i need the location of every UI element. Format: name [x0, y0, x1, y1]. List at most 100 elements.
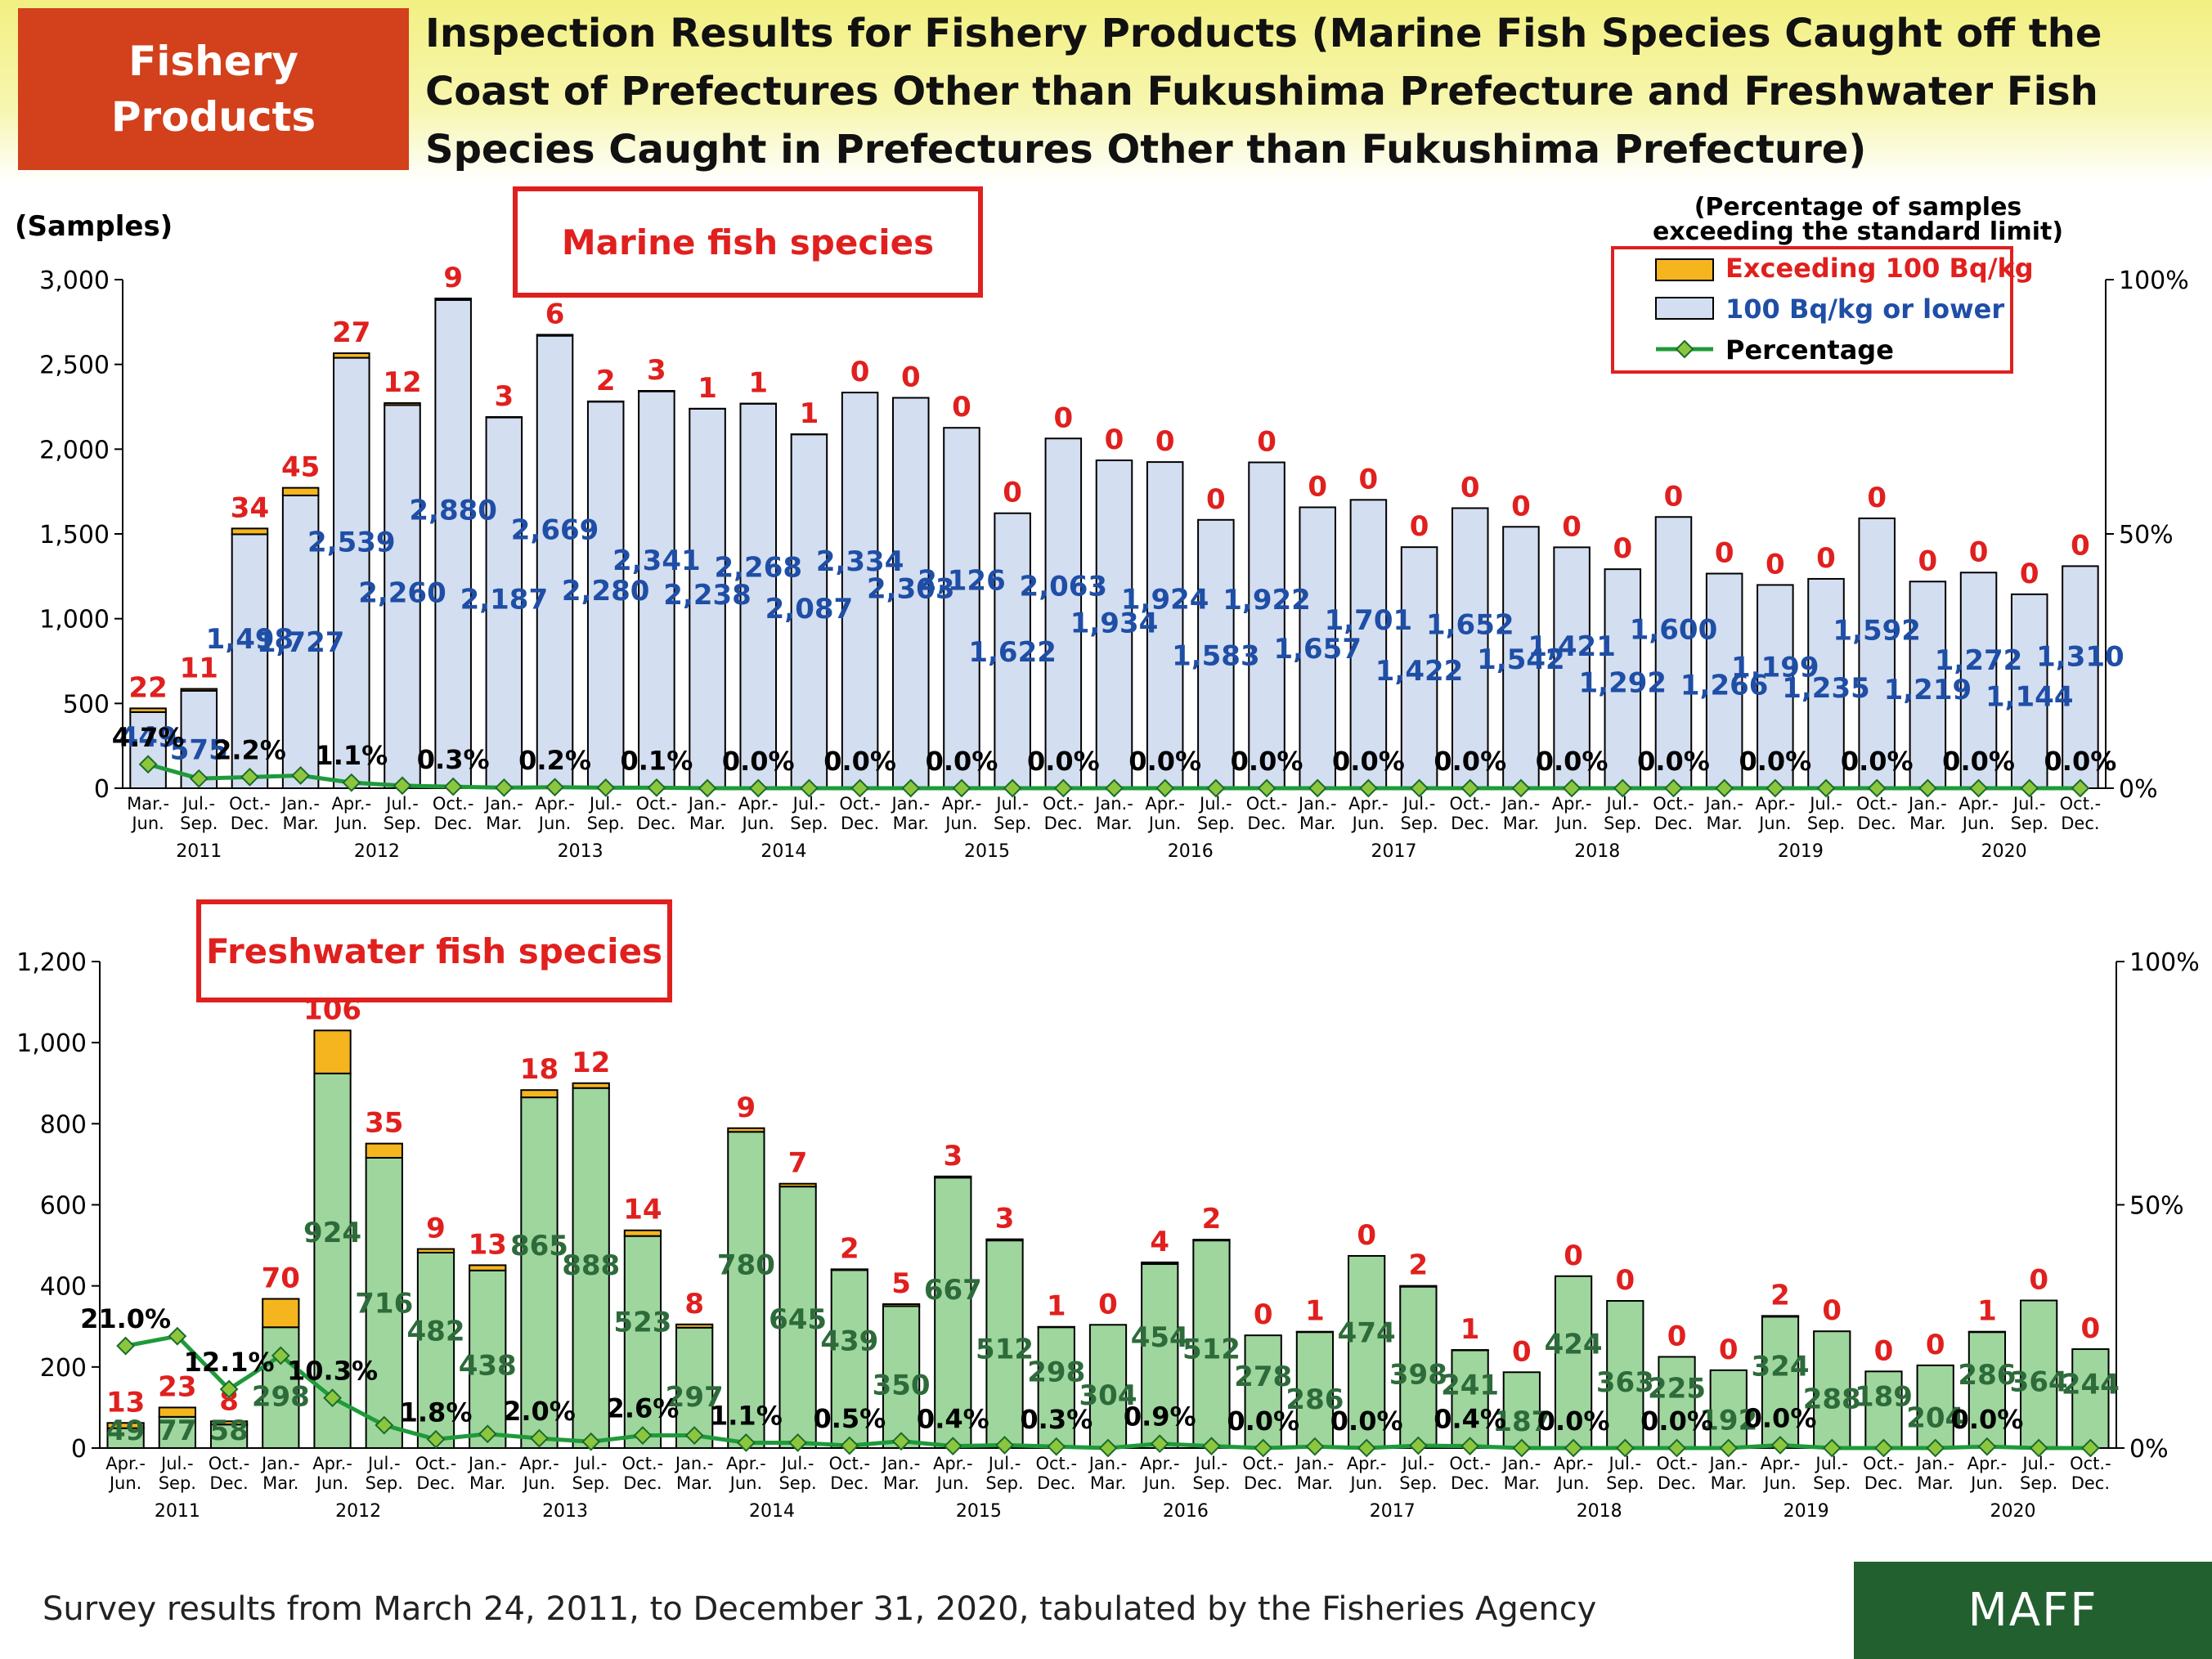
bar-below-limit	[365, 1156, 403, 1449]
x-tick-label: Jul.-	[2021, 1454, 2055, 1473]
percentage-marker	[1460, 1437, 1480, 1456]
exceeding-label: 0	[1562, 510, 1582, 543]
percentage-marker	[800, 778, 819, 798]
year-label: 2019	[1778, 841, 1824, 862]
x-tick-label: Apr.-	[1347, 1454, 1387, 1473]
exceeding-label: 0	[1053, 401, 1073, 434]
percentage-marker	[1664, 778, 1683, 798]
x-tick-label: Jan.-	[483, 794, 523, 814]
percentage-marker	[1715, 778, 1734, 798]
below-limit-label: 2,341	[612, 545, 701, 577]
below-limit-label: 2,669	[511, 514, 599, 547]
below-limit-label: 2,539	[307, 526, 396, 558]
below-limit-label: 523	[613, 1306, 671, 1338]
exceeding-label: 6	[545, 298, 565, 330]
x-tick-label: Sep.	[1813, 1473, 1851, 1493]
x-tick-label: Oct.-	[1449, 1454, 1491, 1473]
x-tick-label: Dec.	[1244, 1473, 1282, 1493]
exceeding-label: 1	[1977, 1295, 1997, 1328]
percentage-label: 10.3%	[287, 1356, 378, 1387]
x-tick-label: Apr.-	[1140, 1454, 1180, 1473]
below-limit-label: 1,498	[206, 623, 294, 656]
x-tick-label: Apr.-	[1967, 1454, 2008, 1473]
exceeding-label: 1	[698, 372, 717, 405]
below-limit-label: 298	[1027, 1356, 1085, 1389]
percentage-marker	[1918, 778, 1937, 798]
percentage-marker	[850, 778, 870, 798]
y-tick-label: 1,500	[39, 521, 110, 549]
exceeding-label: 0	[1257, 426, 1276, 459]
x-tick-label: Jan.-	[1703, 794, 1743, 814]
page-title: Inspection Results for Fishery Products …	[425, 11, 2102, 173]
exceeding-label: 0	[1003, 477, 1022, 509]
percentage-label: 1.8%	[400, 1397, 473, 1428]
percentage-label: 2.6%	[607, 1393, 680, 1424]
percentage-label: 0.0%	[823, 746, 896, 777]
y2-tick-label: 50%	[2129, 1192, 2184, 1221]
x-tick-label: Dec.	[1247, 814, 1285, 833]
x-tick-label: Dec.	[1451, 814, 1489, 833]
x-tick-label: Oct.-	[1043, 794, 1084, 814]
x-tick-label: Mar.	[689, 814, 725, 833]
exceeding-label: 0	[1719, 1334, 1739, 1366]
bar-exceeding	[129, 707, 167, 713]
bar-exceeding	[1399, 1285, 1438, 1288]
y2-tick-label: 100%	[2119, 267, 2189, 295]
chart-canvas: 05001,0001,5002,0002,5003,0000%50%100%22…	[15, 193, 2200, 1522]
percentage-marker	[189, 769, 209, 788]
bar-exceeding	[485, 415, 523, 419]
bar-below-limit	[1141, 1262, 1179, 1450]
percentage-label: 0.2%	[518, 745, 591, 776]
bar-below-limit	[790, 433, 828, 790]
percentage-marker	[1667, 1438, 1686, 1458]
x-tick-label: Apr.-	[1958, 794, 1999, 814]
x-tick-label: Jan.-	[1294, 1454, 1335, 1473]
x-tick-label: Oct.-	[1863, 1454, 1905, 1473]
below-limit-label: 297	[666, 1381, 724, 1414]
percentage-marker	[1969, 778, 1988, 798]
x-tick-label: Dec.	[1451, 1473, 1489, 1493]
bar-below-limit	[934, 1177, 972, 1449]
below-limit-label: 2,268	[714, 551, 802, 584]
percentage-marker	[1977, 1437, 1997, 1456]
bar-below-limit	[1757, 584, 1794, 790]
percentage-marker	[1512, 1438, 1532, 1458]
exceeding-label: 0	[1613, 532, 1632, 565]
y-tick-label: 500	[63, 690, 110, 719]
percentage-marker	[1511, 778, 1531, 798]
below-limit-label: 716	[355, 1288, 413, 1320]
exceeding-label: 0	[1822, 1294, 1842, 1327]
exceeding-label: 0	[1664, 480, 1684, 513]
x-tick-label: Oct.-	[1035, 1454, 1077, 1473]
x-tick-label: Oct.-	[229, 794, 271, 814]
x-tick-label: Jan.-	[881, 1454, 921, 1473]
x-tick-label: Jul.-	[1814, 1454, 1848, 1473]
x-tick-label: Jul.-	[1401, 1454, 1435, 1473]
bar-below-limit	[158, 1415, 196, 1449]
exceeding-label: 9	[443, 262, 463, 294]
exceeding-label: 0	[1410, 510, 1429, 543]
below-limit-label: 1,934	[1070, 607, 1159, 639]
below-limit-label: 2,238	[663, 579, 752, 612]
x-tick-label: Jun.	[1969, 1473, 2003, 1493]
percentage-marker	[736, 1433, 756, 1452]
exceeding-label: 0	[1615, 1264, 1635, 1297]
footer-note: Survey results from March 24, 2011, to D…	[43, 1590, 1597, 1628]
legend-label-exceeding: Exceeding 100 Bq/kg	[1725, 253, 2034, 284]
exceeding-label: 7	[788, 1147, 808, 1180]
bar-exceeding	[313, 1029, 352, 1074]
percentage-label: 0.5%	[813, 1403, 886, 1434]
below-limit-label: 1,422	[1375, 655, 1464, 688]
percentage-marker	[1105, 778, 1124, 798]
x-tick-label: Sep.	[1399, 1473, 1437, 1493]
legend-swatch-below	[1655, 297, 1714, 320]
x-tick-label: Jul.-	[780, 1454, 814, 1473]
bar-below-limit	[1705, 572, 1743, 789]
bar-below-limit	[778, 1186, 817, 1449]
below-limit-label: 1,592	[1833, 614, 1921, 647]
below-limit-label: 2,280	[562, 575, 650, 608]
x-tick-label: Mar.-	[127, 794, 169, 814]
percentage-marker	[219, 1379, 239, 1399]
exceeding-label: 0	[1511, 490, 1531, 522]
x-tick-label: Jul.-	[2012, 794, 2046, 814]
